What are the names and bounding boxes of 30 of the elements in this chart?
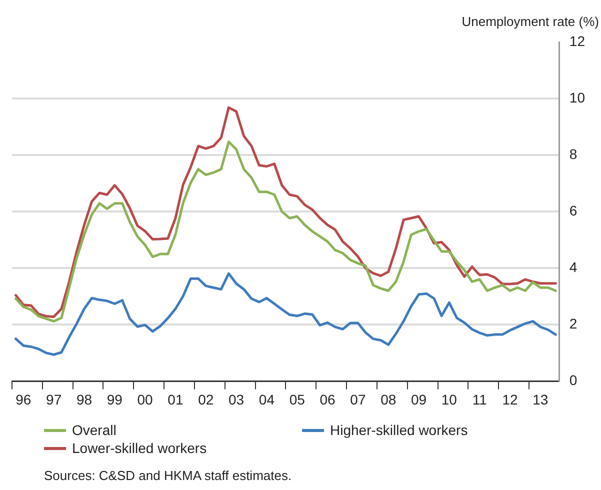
x-tick-label: 13 bbox=[532, 391, 548, 408]
y-tick-label: 4 bbox=[569, 258, 578, 275]
x-tick-label: 08 bbox=[380, 391, 396, 408]
y-axis-title: Unemployment rate (%) bbox=[462, 14, 599, 29]
x-tick-label: 05 bbox=[289, 391, 306, 408]
x-tick-label: 02 bbox=[198, 391, 214, 408]
x-tick-label: 06 bbox=[320, 391, 336, 408]
y-tick-label: 0 bbox=[569, 372, 578, 388]
x-tick-label: 07 bbox=[350, 391, 366, 408]
x-tick-label: 10 bbox=[441, 391, 458, 408]
x-tick-label: 12 bbox=[502, 391, 518, 408]
x-tick-label: 03 bbox=[228, 391, 244, 408]
y-tick-label: 6 bbox=[569, 202, 578, 218]
x-tick-label: 01 bbox=[168, 391, 184, 408]
legend-label: Higher-skilled workers bbox=[330, 422, 468, 438]
y-tick-label: 12 bbox=[569, 32, 586, 49]
y-tick-label: 10 bbox=[569, 89, 586, 106]
y-tick-label: 8 bbox=[569, 146, 578, 162]
x-tick-label: 11 bbox=[472, 391, 488, 408]
legend-label: Lower-skilled workers bbox=[72, 440, 207, 456]
x-tick-label: 04 bbox=[258, 391, 275, 408]
x-tick-label: 09 bbox=[410, 391, 427, 408]
x-tick-label: 00 bbox=[137, 391, 154, 408]
x-tick-label: 98 bbox=[76, 391, 92, 408]
source-note: Sources: C&SD and HKMA staff estimates. bbox=[44, 468, 292, 483]
x-tick-label: 97 bbox=[46, 391, 62, 408]
x-tick-label: 99 bbox=[106, 391, 123, 408]
x-tick-label: 96 bbox=[16, 391, 32, 408]
legend-label: Overall bbox=[72, 422, 116, 438]
y-tick-label: 2 bbox=[569, 316, 578, 332]
